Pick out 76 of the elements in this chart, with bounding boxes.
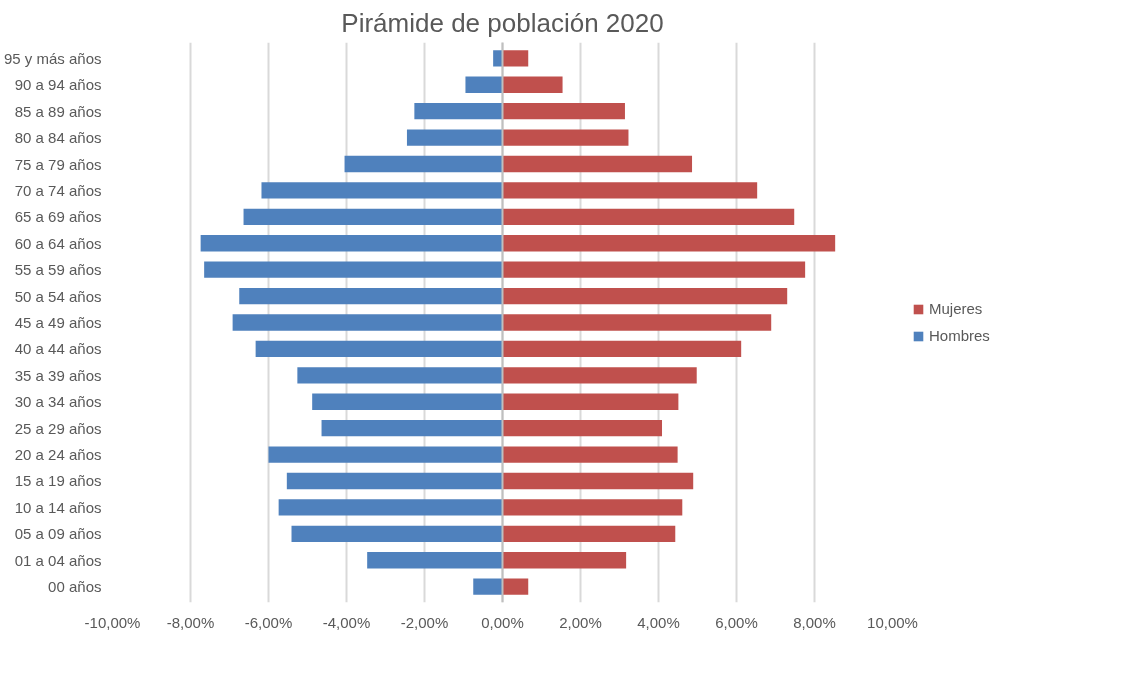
bar xyxy=(268,446,503,463)
y-tick-label: 30 a 34 años xyxy=(14,393,102,411)
bar xyxy=(344,155,503,173)
bar xyxy=(239,287,503,305)
legend-label: Hombres xyxy=(929,327,990,344)
chart-title: Pirámide de población 2020 xyxy=(341,7,664,38)
bar xyxy=(502,340,742,358)
x-tick-label: 10,00% xyxy=(867,613,918,631)
bar xyxy=(204,261,503,278)
bar xyxy=(232,314,503,331)
bar xyxy=(297,367,503,384)
x-tick-label: -6,00% xyxy=(244,613,293,631)
bar xyxy=(502,287,788,305)
bar xyxy=(473,578,503,595)
bar xyxy=(502,129,629,146)
y-tick-label: 65 a 69 años xyxy=(14,208,102,226)
x-tick-label: -4,00% xyxy=(322,613,371,631)
bar xyxy=(502,235,836,252)
y-tick-label: 75 a 79 años xyxy=(14,155,102,173)
x-tick-label: 4,00% xyxy=(637,613,680,631)
bar xyxy=(502,50,529,67)
y-tick-label: 70 a 74 años xyxy=(14,181,102,199)
y-tick-label: 20 a 24 años xyxy=(14,446,102,464)
y-tick-label: 55 a 59 años xyxy=(14,261,102,279)
bar xyxy=(243,208,503,226)
x-tick-label: 2,00% xyxy=(559,613,602,631)
y-tick-label: 85 a 89 años xyxy=(14,102,102,120)
bar xyxy=(321,419,503,437)
x-tick-label: -2,00% xyxy=(400,613,449,631)
legend-label: Mujeres xyxy=(929,300,983,317)
bar xyxy=(278,499,503,516)
bar xyxy=(502,155,693,173)
bar xyxy=(502,261,806,278)
bar xyxy=(255,340,503,358)
bar xyxy=(291,525,503,543)
y-tick-label: 05 a 09 años xyxy=(14,525,102,543)
bar xyxy=(502,525,676,543)
y-tick-label: 95 y más años xyxy=(3,49,102,67)
y-tick-label: 45 a 49 años xyxy=(14,314,102,331)
bar xyxy=(414,102,503,120)
x-tick-label: 8,00% xyxy=(793,613,836,631)
bar xyxy=(502,76,563,93)
y-tick-label: 00 años xyxy=(48,578,102,596)
y-tick-label: 90 a 94 años xyxy=(14,76,102,94)
bar xyxy=(502,208,795,226)
y-tick-label: 01 a 04 años xyxy=(14,551,102,569)
y-tick-label: 40 a 44 años xyxy=(14,340,102,358)
x-tick-label: -10,00% xyxy=(84,613,141,631)
bar xyxy=(465,76,503,93)
y-tick-label: 25 a 29 años xyxy=(14,419,102,437)
y-tick-label: 10 a 14 años xyxy=(14,498,102,516)
bar xyxy=(502,393,679,410)
bar xyxy=(261,182,503,199)
x-tick-label: -8,00% xyxy=(166,613,215,631)
bar xyxy=(502,446,678,463)
y-tick-label: 60 a 64 años xyxy=(14,234,102,252)
bar xyxy=(502,182,758,199)
y-tick-label: 80 a 84 años xyxy=(14,129,102,147)
y-tick-label: 15 a 19 años xyxy=(14,472,102,490)
bar xyxy=(502,552,627,569)
bar xyxy=(286,472,503,490)
bar xyxy=(502,578,529,595)
bar xyxy=(502,472,694,490)
y-tick-label: 50 a 54 años xyxy=(14,287,102,305)
bar xyxy=(200,235,503,252)
bar xyxy=(406,129,503,146)
x-tick-label: 6,00% xyxy=(715,613,758,631)
bar xyxy=(367,552,503,569)
bar xyxy=(502,419,663,437)
bar xyxy=(502,102,625,120)
bar xyxy=(502,367,697,384)
y-tick-label: 35 a 39 años xyxy=(14,366,102,384)
bar xyxy=(502,499,683,516)
bar xyxy=(312,393,503,410)
x-tick-label: 0,00% xyxy=(481,613,524,631)
bar xyxy=(502,314,772,331)
